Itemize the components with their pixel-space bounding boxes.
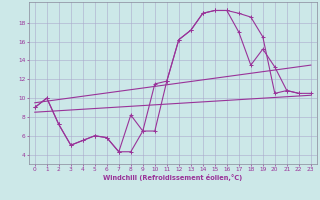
X-axis label: Windchill (Refroidissement éolien,°C): Windchill (Refroidissement éolien,°C) — [103, 174, 243, 181]
